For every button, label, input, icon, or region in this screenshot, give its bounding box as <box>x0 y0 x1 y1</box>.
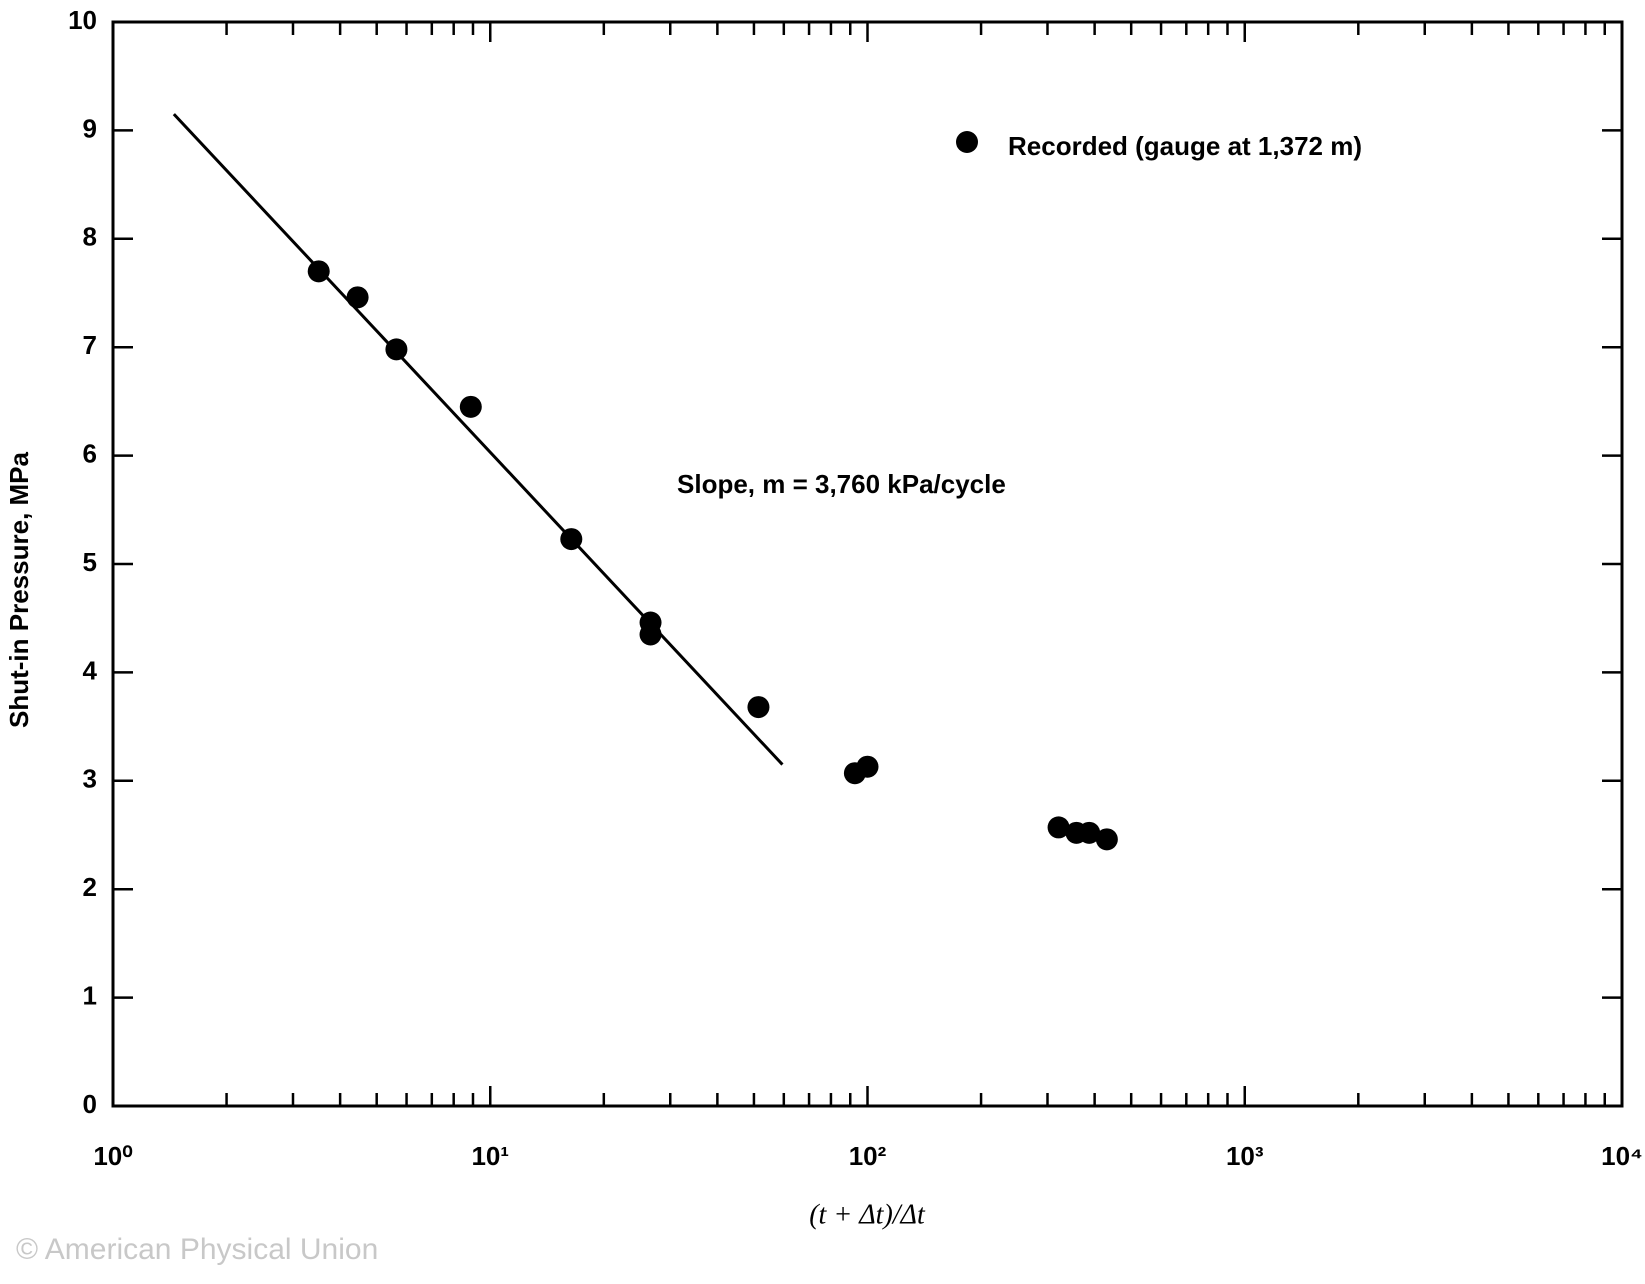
x-tick-label: 10⁴ <box>1601 1141 1643 1171</box>
y-tick-label: 2 <box>83 872 97 902</box>
legend-marker <box>956 131 978 153</box>
y-tick-label: 10 <box>68 5 97 35</box>
plot-frame <box>111 20 1624 1108</box>
y-tick-label: 5 <box>83 547 97 577</box>
watermark: © American Physical Union <box>16 1233 378 1266</box>
y-tick-label: 4 <box>83 655 98 685</box>
data-point <box>747 696 770 719</box>
data-point <box>385 338 408 361</box>
data-point <box>307 260 330 283</box>
y-tick-label: 7 <box>83 330 97 360</box>
x-tick-label: 10¹ <box>471 1141 509 1171</box>
data-point <box>1095 828 1118 851</box>
data-point <box>639 623 662 646</box>
y-tick-label: 3 <box>83 764 97 794</box>
x-tick-label: 10³ <box>1226 1141 1264 1171</box>
y-tick-label: 6 <box>83 438 97 468</box>
data-point <box>346 286 369 309</box>
legend-label: Recorded (gauge at 1,372 m) <box>1008 131 1362 161</box>
y-tick-label: 1 <box>83 980 97 1010</box>
data-point <box>459 395 482 418</box>
data-point <box>560 528 583 551</box>
y-axis-title: Shut-in Pressure, MPa <box>4 451 34 727</box>
y-tick-label: 8 <box>83 222 97 252</box>
x-tick-label: 10⁰ <box>93 1141 132 1171</box>
annotation: Slope, m = 3,760 kPa/cycle <box>677 469 1006 499</box>
x-tick-label: 10² <box>849 1141 887 1171</box>
data-point <box>1078 821 1101 844</box>
y-tick-label: 9 <box>83 113 97 143</box>
fit-line <box>172 113 784 766</box>
y-tick-label: 0 <box>83 1089 97 1119</box>
x-axis-title: (t + Δt)/Δt <box>809 1199 926 1230</box>
data-point <box>856 755 879 778</box>
data-point <box>1047 816 1070 839</box>
